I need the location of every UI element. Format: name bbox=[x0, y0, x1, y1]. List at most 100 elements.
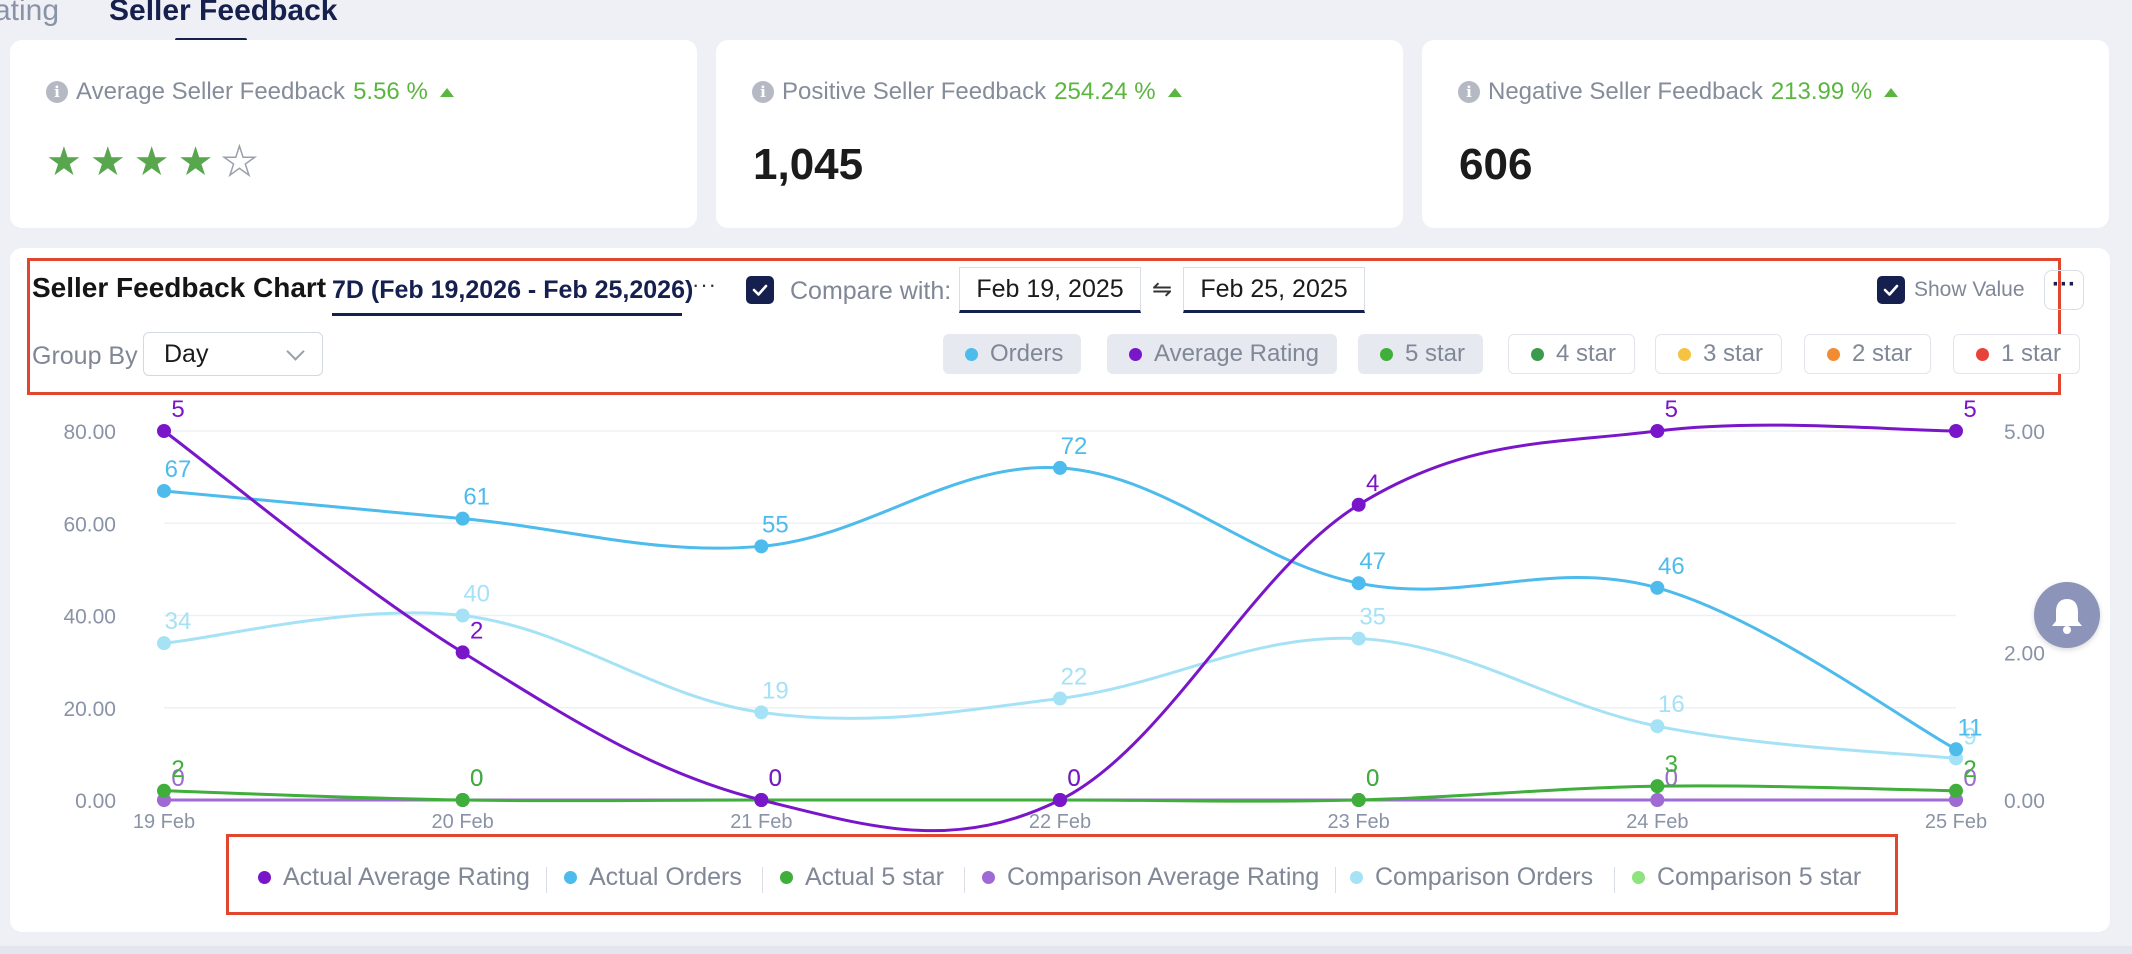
data-label: 0 bbox=[1067, 765, 1080, 792]
legend-highlight-box bbox=[226, 834, 1898, 915]
chip-5-star[interactable]: 5 star bbox=[1358, 334, 1484, 374]
chip-2-star[interactable]: 2 star bbox=[1804, 334, 1932, 374]
average-feedback-card bbox=[10, 40, 697, 228]
negative-feedback-title: i Negative Seller Feedback 213.99 % bbox=[1458, 78, 1899, 106]
legend-comparison-orders[interactable]: Comparison Orders bbox=[1350, 863, 1593, 892]
y-left-tick-label: 80.00 bbox=[63, 421, 116, 444]
compare-label: Compare with: bbox=[790, 277, 952, 305]
data-label: 0 bbox=[1366, 765, 1379, 792]
star-rating: ★ ★ ★ ★ ★ bbox=[46, 140, 258, 184]
data-label: 16 bbox=[1658, 691, 1685, 718]
data-point bbox=[1949, 783, 1963, 798]
chip-4-star[interactable]: 4 star bbox=[1508, 334, 1636, 374]
star-filled-icon: ★ bbox=[46, 140, 82, 184]
more-options-button[interactable]: ··· bbox=[2044, 270, 2084, 310]
chip-label: Orders bbox=[990, 340, 1064, 367]
legend-separator bbox=[1335, 867, 1336, 893]
legend-label: Actual 5 star bbox=[805, 863, 944, 891]
compare-checkbox[interactable] bbox=[746, 276, 774, 304]
legend-actual-average-rating[interactable]: Actual Average Rating bbox=[258, 863, 530, 892]
chevron-down-icon bbox=[286, 342, 305, 361]
data-point bbox=[157, 424, 171, 438]
legend-separator bbox=[546, 867, 547, 893]
legend-comparison-average-rating[interactable]: Comparison Average Rating bbox=[982, 863, 1319, 892]
legend-actual-5-star[interactable]: Actual 5 star bbox=[780, 863, 944, 892]
positive-feedback-label: Positive Seller Feedback bbox=[782, 78, 1047, 105]
series-line bbox=[163, 423, 1957, 833]
legend-comparison-5-star[interactable]: Comparison 5 star bbox=[1632, 863, 1861, 892]
info-icon[interactable]: i bbox=[1458, 81, 1480, 103]
data-label: 5 bbox=[171, 396, 184, 423]
data-label: 0 bbox=[1067, 765, 1080, 792]
y-left-tick-label: 0.00 bbox=[75, 790, 116, 813]
3-star-dot bbox=[1678, 347, 1691, 361]
data-label: 0 bbox=[470, 765, 483, 792]
data-label: 11 bbox=[1958, 714, 1983, 741]
chip-3-star[interactable]: 3 star bbox=[1655, 334, 1783, 374]
notification-bell-button[interactable] bbox=[2034, 582, 2100, 648]
swap-icon: ⇋ bbox=[1152, 276, 1173, 303]
legend-dot bbox=[1350, 871, 1363, 884]
data-label: 0 bbox=[1067, 765, 1080, 792]
tab-seller-feedback[interactable]: Seller Feedback bbox=[109, 0, 338, 27]
x-tick-label: 22 Feb bbox=[1029, 811, 1091, 833]
data-label: 19 bbox=[762, 677, 789, 704]
chip-1-star[interactable]: 1 star bbox=[1953, 334, 2081, 374]
data-point bbox=[1650, 793, 1665, 807]
bell-icon bbox=[2052, 599, 2082, 634]
info-icon[interactable]: i bbox=[752, 81, 774, 103]
data-label: 35 bbox=[1359, 604, 1386, 631]
legend-actual-orders[interactable]: Actual Orders bbox=[564, 863, 742, 892]
orders-dot bbox=[965, 347, 978, 361]
data-point bbox=[754, 793, 769, 807]
data-point bbox=[1351, 793, 1366, 807]
x-tick-label: 24 Feb bbox=[1626, 811, 1688, 833]
star-empty-icon: ★ bbox=[221, 140, 258, 184]
legend-label: Actual Orders bbox=[589, 863, 742, 891]
legend-dot bbox=[982, 871, 995, 884]
data-point bbox=[1650, 719, 1665, 734]
chip-orders[interactable]: Orders bbox=[943, 334, 1082, 374]
data-label: 0 bbox=[470, 765, 483, 792]
y-left-tick-label: 60.00 bbox=[63, 513, 116, 536]
chip-average-rating[interactable]: Average Rating bbox=[1107, 334, 1337, 374]
data-label: 9 bbox=[1963, 723, 1976, 750]
legend-dot bbox=[564, 871, 577, 884]
series-line bbox=[163, 466, 1957, 751]
data-label: 0 bbox=[470, 765, 483, 792]
date-range-selector[interactable]: 7D (Feb 19,2026 - Feb 25,2026) bbox=[332, 276, 694, 304]
date-range-menu-button[interactable]: ··· bbox=[692, 272, 717, 297]
page-bottom-strip bbox=[0, 946, 2132, 954]
data-point bbox=[1053, 691, 1067, 706]
data-point bbox=[1351, 631, 1366, 646]
info-icon[interactable]: i bbox=[46, 81, 68, 103]
data-point bbox=[157, 483, 171, 498]
5-star-dot bbox=[1380, 347, 1393, 361]
compare-end-date-input[interactable]: Feb 25, 2025 bbox=[1183, 267, 1365, 313]
legend-label: Comparison Orders bbox=[1375, 863, 1594, 891]
data-point bbox=[157, 636, 171, 651]
data-point bbox=[455, 511, 470, 526]
legend-label: Comparison Average Rating bbox=[1007, 863, 1320, 891]
data-label: 2 bbox=[171, 756, 184, 783]
data-label: 34 bbox=[165, 608, 192, 635]
x-tick-label: 23 Feb bbox=[1328, 811, 1390, 833]
data-label: 0 bbox=[769, 765, 782, 792]
tab-rating[interactable]: ating bbox=[0, 0, 60, 27]
data-label: 0 bbox=[1067, 765, 1080, 792]
data-label: 0 bbox=[171, 765, 184, 792]
star-filled-icon: ★ bbox=[89, 140, 126, 184]
check-icon bbox=[1883, 284, 1899, 296]
data-point bbox=[455, 645, 470, 660]
x-tick-label: 25 Feb bbox=[1925, 811, 1987, 833]
data-label: 22 bbox=[1061, 664, 1088, 691]
seller-feedback-chart: 0.00 20.00 40.00 60.00 80.00 0.00 2.00 5.00 19 F… bbox=[63, 396, 2044, 833]
legend-separator bbox=[762, 867, 763, 893]
show-value-checkbox[interactable] bbox=[1877, 276, 1905, 304]
up-arrow-icon bbox=[1884, 87, 1899, 97]
compare-start-date-input[interactable]: Feb 19, 2025 bbox=[959, 267, 1141, 313]
1-star-dot bbox=[1976, 347, 1989, 361]
controls-highlight-box bbox=[27, 258, 2061, 395]
data-point bbox=[1650, 779, 1665, 794]
group-by-select[interactable]: Day bbox=[143, 332, 323, 376]
